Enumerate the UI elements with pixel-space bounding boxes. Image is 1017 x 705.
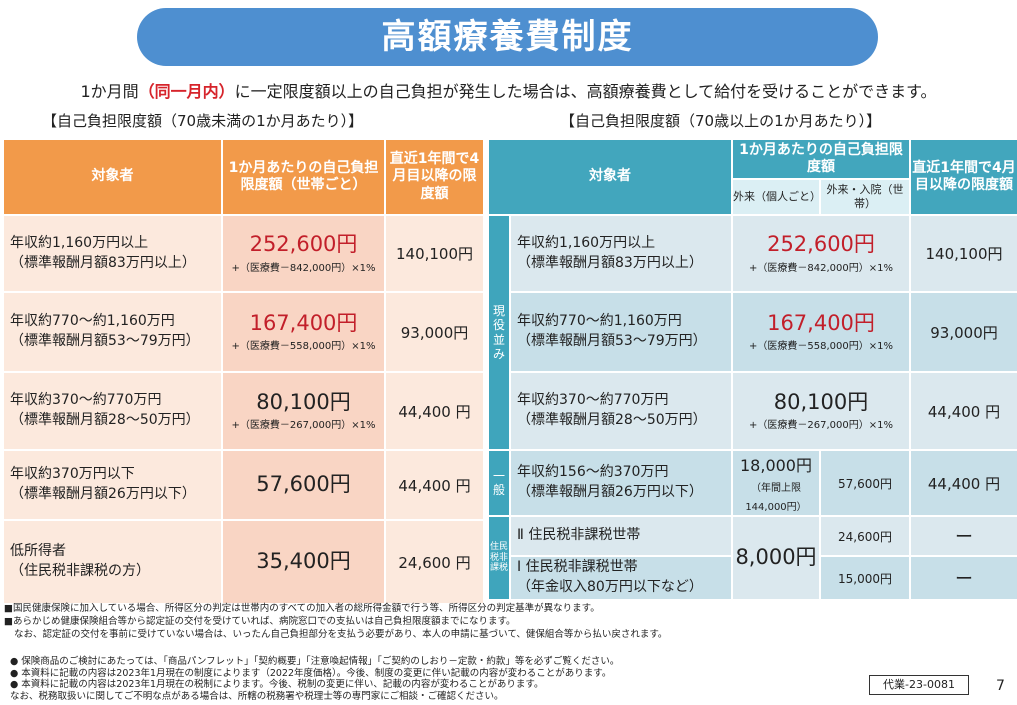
- row-label: Ⅰ 住民税非課税世帯 （年金収入80万円以下など）: [509, 555, 733, 601]
- table-row: 低所得者 （住民税非課税の方） 35,400円 24,600 円: [2, 519, 485, 605]
- table-row: 年収約370～約770万円 （標準報酬月額28～50万円） 80,100円 +（医療…: [2, 371, 485, 451]
- page-number: 7: [996, 678, 1005, 694]
- row-amount: 35,400円: [221, 519, 386, 605]
- row-after4: 140,100円: [384, 214, 485, 293]
- row-label: 年収約156～約370万円 （標準報酬月額26万円以下）: [509, 449, 733, 517]
- note-line: ■国民健康保険に加入している場合、所得区分の判定は世帯内のすべての加入者の総所得…: [4, 603, 600, 614]
- row-label: 年収約370～約770万円 （標準報酬月額28～50万円）: [2, 371, 223, 451]
- table-row: 年収約370～約770万円 （標準報酬月額28～50万円） 80,100円 +（医療…: [488, 371, 1017, 451]
- intro-text: 1か月間（同一月内）に一定限度額以上の自己負担が発生した場合は、高額療養費として…: [0, 78, 1017, 102]
- row-amount: 57,600円: [221, 449, 386, 521]
- table-row: 一般 年収約156～約370万円 （標準報酬月額26万円以下） 18,000円 （年…: [487, 449, 1017, 517]
- note-line: ● 本資料に記載の内容は2023年1月現在の制度によります（2022年度価格）。…: [10, 667, 612, 679]
- table-row: 現役並み 年収約1,160万円以上 （標準報酬月額83万円以上） 252,600円…: [487, 214, 1017, 451]
- rt-header-after4: 直近1年間で4月目以降の限度額: [909, 138, 1017, 216]
- intro-before: 1か月間: [80, 82, 139, 101]
- table-row: Ⅰ 住民税非課税世帯 （年金収入80万円以下など） 15,000円 ー: [488, 555, 1017, 601]
- right-section-title: 【自己負担限度額（70歳以上の1か月あたり）】: [560, 112, 882, 130]
- note-line: なお、認定証の交付を事前に受けていない場合は、いったん自己負担部分を支払う必要が…: [14, 629, 668, 640]
- document-code: 代業-23-0081: [869, 675, 969, 695]
- intro-highlight: （同一月内）: [138, 82, 235, 101]
- table-row: 年収約770～約1,160万円 （標準報酬月額53～79万円） 167,400円 +…: [2, 291, 485, 373]
- row-amount: 252,600円 +（医療費－842,000円）×1%: [221, 214, 386, 293]
- row-after4: 140,100円: [909, 214, 1017, 293]
- row-amount: 80,100円 +（医療費－267,000円）×1%: [731, 371, 911, 451]
- row-after4: 44,400 円: [384, 449, 485, 521]
- row-label: 年収約1,160万円以上 （標準報酬月額83万円以上）: [2, 214, 223, 293]
- row-setai: 24,600円: [819, 515, 911, 557]
- under70-table: 対象者 1か月あたりの自己負担限度額（世帯ごと） 直近1年間で4月目以降の限度額…: [2, 138, 485, 605]
- table-row: 年収約370万円以下 （標準報酬月額26万円以下） 57,600円 44,400 …: [2, 449, 485, 521]
- lt-header-target: 対象者: [2, 138, 223, 216]
- row-gairai: 18,000円 （年間上限144,000円）: [731, 449, 821, 517]
- row-label: Ⅱ 住民税非課税世帯: [509, 515, 733, 557]
- row-amount: 167,400円 +（医療費－558,000円）×1%: [731, 291, 911, 373]
- row-label: 年収約370万円以下 （標準報酬月額26万円以下）: [2, 449, 223, 521]
- row-label: 年収約770～約1,160万円 （標準報酬月額53～79万円）: [2, 291, 223, 373]
- rt-sub-gairai: 外来（個人ごと）: [731, 178, 821, 216]
- left-section-title: 【自己負担限度額（70歳未満の1か月あたり）】: [42, 112, 364, 130]
- notes-block-2: ● 保険商品のご検討にあたっては、「商品パンフレット」「契約概要」「注意喚起情報…: [10, 656, 619, 702]
- row-after4: 24,600 円: [384, 519, 485, 605]
- row-setai: 57,600円: [819, 449, 911, 517]
- lt-header-after4: 直近1年間で4月目以降の限度額: [384, 138, 485, 216]
- note-line: ● 本資料に記載の内容は2023年1月現在の税制によります。今後、税制の変更に伴…: [10, 679, 544, 690]
- row-after4: 93,000円: [384, 291, 485, 373]
- table-row: 年収約770～約1,160万円 （標準報酬月額53～79万円） 167,400円 +…: [488, 291, 1017, 373]
- row-amount: 167,400円 +（医療費－558,000円）×1%: [221, 291, 386, 373]
- band-ippan: 一般: [487, 449, 511, 517]
- intro-after: に一定限度額以上の自己負担が発生した場合は、高額療養費として給付を受けることがで…: [234, 82, 937, 101]
- rt-header-limit: 1か月あたりの自己負担限度額: [731, 138, 911, 180]
- band-genekinami: 現役並み: [487, 214, 511, 451]
- band-jumin: 住民税非課税: [487, 515, 511, 601]
- lt-header-limit: 1か月あたりの自己負担限度額（世帯ごと）: [221, 138, 386, 216]
- rt-sub-setai: 外来・入院（世帯）: [819, 178, 911, 216]
- page-title: 高額療養費制度: [137, 8, 878, 66]
- row-after4: 44,400 円: [384, 371, 485, 451]
- table-row: 住民税非課税 Ⅱ 住民税非課税世帯 8,000円 24,600円 ー: [487, 515, 1017, 601]
- rt-header-target: 対象者: [487, 138, 733, 216]
- row-after4: 93,000円: [909, 291, 1017, 373]
- over70-table: 対象者 1か月あたりの自己負担限度額 直近1年間で4月目以降の限度額 外来（個人…: [487, 138, 1017, 601]
- row-after4: ー: [909, 555, 1017, 601]
- row-label: 年収約370～約770万円 （標準報酬月額28～50万円）: [509, 371, 733, 451]
- note-line: なお、税務取扱いに関してご不明な点がある場合は、所轄の税務署や税理士等の専門家に…: [10, 690, 504, 702]
- row-label: 年収約770～約1,160万円 （標準報酬月額53～79万円）: [509, 291, 733, 373]
- row-after4: 44,400 円: [909, 449, 1017, 517]
- row-label: 年収約1,160万円以上 （標準報酬月額83万円以上）: [509, 214, 733, 293]
- table-row: 年収約1,160万円以上 （標準報酬月額83万円以上） 252,600円 +（医療費…: [2, 214, 485, 293]
- row-amount: 80,100円 +（医療費－267,000円）×1%: [221, 371, 386, 451]
- row-after4: 44,400 円: [909, 371, 1017, 451]
- row-after4: ー: [909, 515, 1017, 557]
- notes-block-1: ■国民健康保険に加入している場合、所得区分の判定は世帯内のすべての加入者の総所得…: [4, 602, 667, 641]
- row-label: 低所得者 （住民税非課税の方）: [2, 519, 223, 605]
- row-gairai-shared: 8,000円: [731, 515, 821, 601]
- row-setai: 15,000円: [819, 555, 911, 601]
- note-line: ● 保険商品のご検討にあたっては、「商品パンフレット」「契約概要」「注意喚起情報…: [10, 656, 620, 667]
- row-amount: 252,600円 +（医療費－842,000円）×1%: [731, 214, 911, 293]
- note-line: ■あらかじめ健康保険組合等から認定証の交付を受けていれば、病院窓口での支払いは自…: [4, 616, 516, 627]
